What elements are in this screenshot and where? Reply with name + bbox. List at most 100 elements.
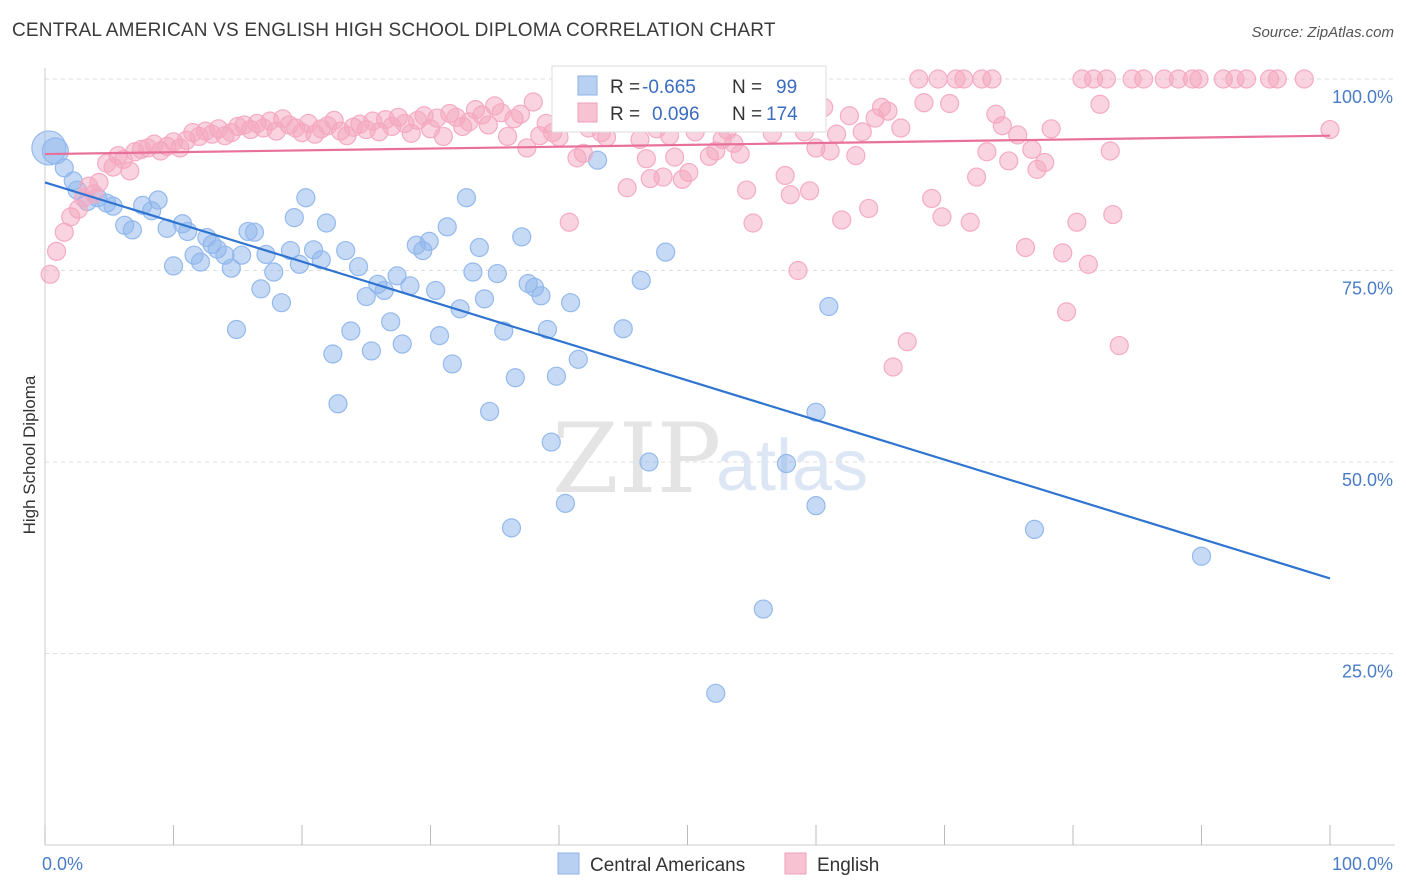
data-point [932, 207, 952, 227]
y-tick-label: 50.0% [1342, 470, 1393, 490]
y-tick-labels: 25.0% 50.0% 75.0% 100.0% [1332, 87, 1393, 682]
data-point [1015, 237, 1036, 258]
data-point [523, 92, 543, 112]
chart-source: Source: ZipAtlas.com [1251, 24, 1394, 41]
data-point [433, 126, 453, 147]
data-point [737, 180, 757, 200]
data-point [1053, 243, 1073, 263]
data-point [546, 366, 567, 386]
data-point [967, 167, 987, 187]
data-point [537, 319, 558, 340]
data-point [494, 321, 514, 341]
legend-n-value-2: 174 [766, 104, 798, 125]
legend-r-label-1: R = [610, 77, 640, 98]
data-point [469, 237, 489, 258]
data-point [40, 264, 60, 284]
data-point [665, 147, 685, 167]
data-point [512, 227, 532, 247]
data-point [328, 394, 348, 414]
data-point [1294, 69, 1314, 89]
data-point [392, 334, 412, 354]
data-point [1189, 69, 1209, 89]
data-point [806, 402, 826, 422]
data-point [456, 188, 477, 208]
data-point [897, 332, 917, 352]
data-point [323, 344, 343, 364]
legend-swatch-english [577, 102, 598, 123]
data-point [1041, 119, 1061, 139]
data-point [356, 286, 376, 307]
data-point [819, 296, 839, 317]
data-point [743, 213, 763, 233]
legend-r-label-2: R = [610, 104, 640, 125]
chart-title: CENTRAL AMERICAN VS ENGLISH HIGH SCHOOL … [12, 20, 776, 41]
data-point [839, 106, 860, 126]
data-point [960, 212, 980, 232]
data-point [336, 240, 356, 261]
points-english [40, 69, 1340, 377]
data-point [653, 167, 673, 187]
data-point [148, 190, 168, 210]
data-point [510, 104, 531, 124]
legend-box: R = -0.665 N = 99 R = 0.096 N = 174 [551, 65, 827, 133]
data-point [221, 258, 241, 278]
data-point [232, 245, 252, 265]
data-point [636, 149, 656, 169]
data-point [487, 263, 507, 284]
data-point [706, 683, 726, 703]
data-point [478, 115, 498, 135]
trend-line-english [44, 134, 1331, 156]
data-point [909, 69, 929, 89]
data-point [419, 231, 439, 251]
data-point [859, 198, 879, 219]
data-point [788, 260, 808, 281]
data-point [244, 222, 265, 242]
data-point [928, 69, 948, 89]
data-point [753, 599, 773, 619]
data-point [1096, 69, 1117, 89]
data-point [361, 341, 381, 361]
data-point [656, 242, 676, 262]
data-point [832, 210, 852, 230]
data-point [463, 262, 483, 282]
axes [44, 68, 1395, 846]
data-point [426, 280, 446, 301]
data-point [54, 158, 74, 178]
data-point [776, 453, 797, 474]
x-tick-labels: 0.0% 100.0% [42, 854, 1393, 874]
data-point [568, 349, 588, 369]
data-point [251, 279, 271, 299]
data-point [280, 240, 301, 261]
data-point [341, 321, 361, 341]
data-point [381, 312, 401, 332]
data-point [1056, 302, 1077, 322]
legend-n-label-2: N = [732, 104, 762, 125]
legend-r-value-2: 0.096 [652, 104, 700, 125]
data-point [820, 141, 840, 161]
data-point [296, 188, 316, 208]
trend-lines [44, 134, 1331, 580]
data-point [163, 256, 184, 276]
data-point [1134, 69, 1154, 89]
data-point [573, 143, 594, 163]
data-point [474, 289, 495, 309]
data-point [922, 188, 942, 209]
bottom-legend-swatch-english [784, 852, 807, 875]
data-point [1267, 69, 1287, 89]
legend-n-label-1: N = [732, 77, 762, 98]
data-point [679, 162, 699, 183]
data-point [555, 493, 576, 513]
legend-frame [551, 65, 827, 133]
y-tick-label: 100.0% [1332, 87, 1393, 107]
data-point [271, 293, 292, 313]
data-point [780, 185, 800, 205]
data-point [613, 319, 633, 339]
data-point [450, 299, 470, 319]
data-point [852, 122, 872, 142]
data-point [891, 118, 911, 138]
data-point [559, 212, 579, 232]
data-point [348, 257, 369, 277]
data-point [122, 220, 142, 240]
x-tick-label: 0.0% [42, 854, 83, 874]
points-central-americans [31, 130, 1212, 703]
